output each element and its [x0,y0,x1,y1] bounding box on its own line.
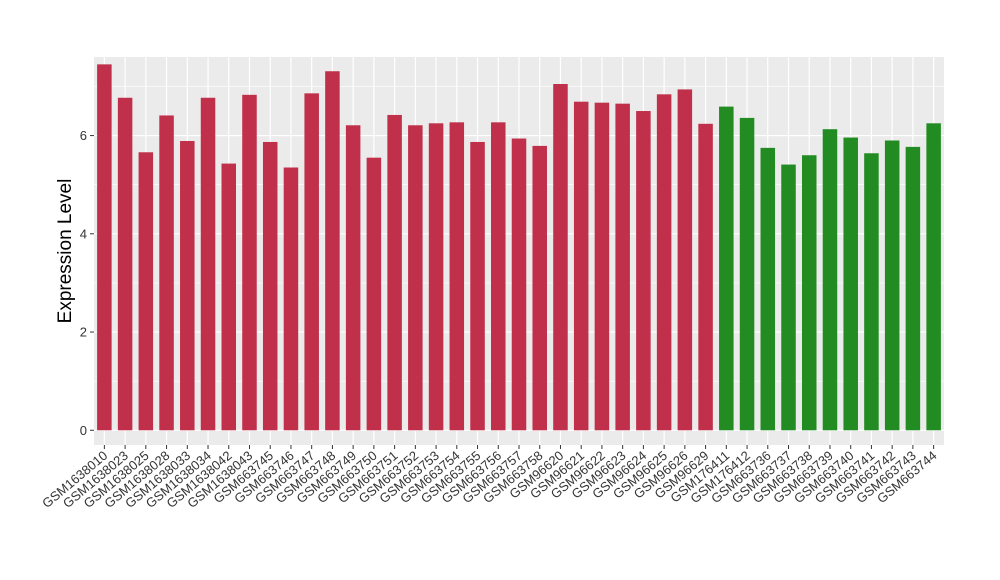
bar-GSM663737 [781,164,796,431]
bar-GSM663758 [532,145,547,431]
bar-GSM176411 [719,106,734,431]
y-tick-label: 6 [80,128,87,143]
bar-GSM96626 [677,89,693,431]
y-axis-ticks: 0 2 4 6 [80,128,94,438]
bars-group [97,64,941,431]
bar-GSM96620 [553,84,568,431]
bar-GSM663745 [262,141,278,431]
x-axis-ticks: GSM1638010GSM1638023GSM1638025GSM1638028… [39,445,940,511]
bar-GSM96621 [573,101,589,431]
y-tick-label: 2 [80,325,87,340]
bar-GSM1638043 [242,94,257,431]
y-tick-label: 4 [80,226,87,241]
bar-GSM96629 [698,123,713,431]
bar-GSM663754 [449,122,465,431]
bar-GSM663752 [408,125,423,431]
bar-GSM1638023 [117,97,133,431]
bar-GSM663748 [325,71,340,431]
bar-GSM663753 [428,123,444,431]
bar-GSM663738 [801,155,817,431]
bar-GSM663746 [283,167,299,431]
y-tick-label: 0 [80,423,87,438]
bar-GSM663742 [884,140,900,431]
bar-GSM663739 [822,129,838,431]
bar-GSM176412 [739,117,755,431]
bar-GSM96625 [656,94,672,431]
bar-GSM1638025 [138,152,154,431]
bar-GSM663740 [843,137,858,431]
bar-GSM663741 [864,153,879,431]
bar-GSM96623 [615,103,630,431]
bar-GSM663743 [905,146,921,431]
bar-GSM1638033 [180,140,195,431]
bar-GSM96622 [594,102,610,431]
bar-GSM96624 [636,111,651,431]
bar-GSM1638034 [200,97,216,431]
bar-GSM663751 [387,114,402,431]
bar-GSM663744 [926,123,941,431]
bar-GSM1638010 [97,64,112,431]
bar-GSM1638042 [221,163,237,431]
bar-GSM663750 [366,157,382,431]
y-axis-title: Expression Level [55,179,76,324]
bar-GSM663747 [304,93,319,431]
bar-GSM1638028 [159,115,174,431]
bar-GSM663755 [470,141,485,431]
bar-GSM663749 [345,125,361,431]
bar-GSM663756 [491,122,506,431]
bar-GSM663757 [511,138,527,431]
bar-GSM663736 [760,147,776,431]
